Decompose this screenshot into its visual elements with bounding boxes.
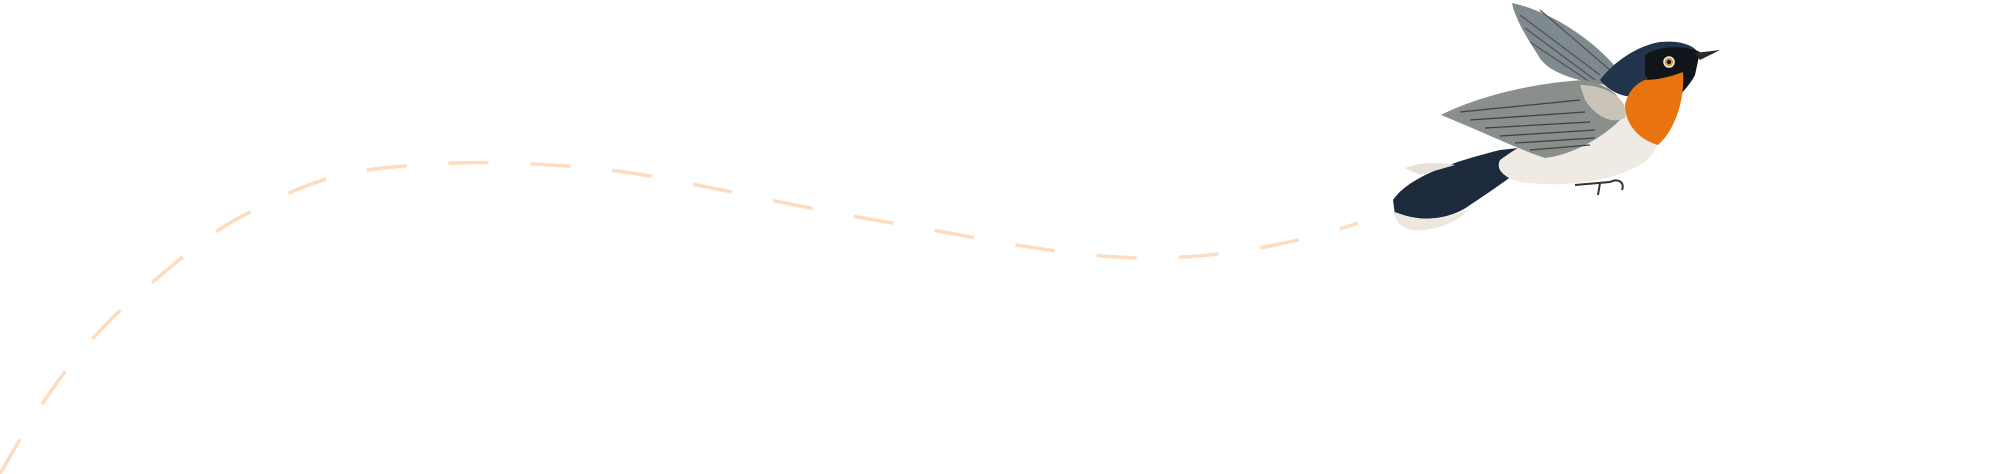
- bird-icon: [1393, 3, 1720, 231]
- dashed-flight-path: [0, 160, 1359, 474]
